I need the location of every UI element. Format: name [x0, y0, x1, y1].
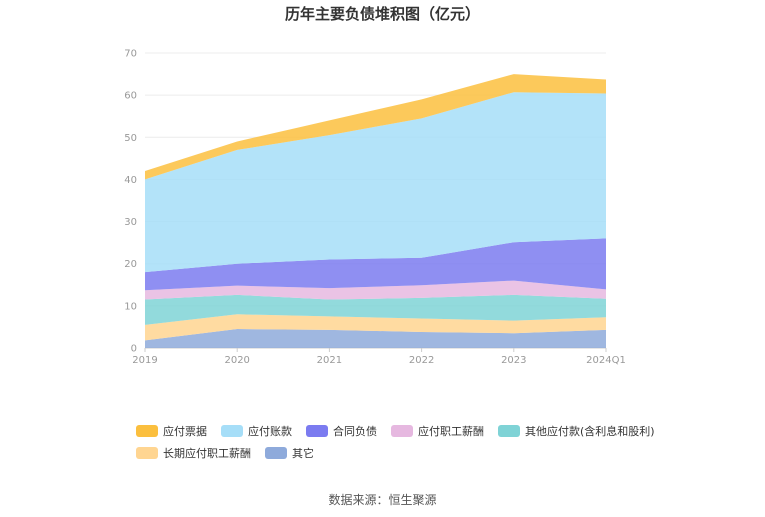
legend-swatch	[306, 425, 328, 437]
legend-label: 应付职工薪酬	[418, 425, 484, 438]
x-tick-label: 2023	[501, 355, 526, 366]
area-应付票据	[145, 74, 606, 180]
area-其他应付款(含利息和股利)	[145, 294, 606, 325]
legend-item[interactable]: 应付票据	[136, 424, 207, 438]
y-tick-label: 60	[124, 91, 137, 102]
y-tick-label: 40	[124, 175, 137, 186]
legend-label: 应付账款	[248, 425, 292, 438]
legend-swatch	[221, 425, 243, 437]
chart-title: 历年主要负债堆积图（亿元）	[284, 5, 480, 23]
x-tick-label: 2022	[409, 355, 434, 366]
legend-swatch	[136, 425, 158, 437]
legend-label: 应付票据	[163, 425, 207, 438]
legend: 应付票据 应付账款 合同负债 应付职工薪酬 其他应付款(含利息和股利) 长期应付职工薪酬 其…	[136, 424, 696, 468]
legend-item[interactable]: 应付账款	[221, 424, 292, 438]
y-tick-label: 70	[124, 49, 137, 60]
area-应付职工薪酬	[145, 280, 606, 300]
axes: 0 10 20 30 40 50 60 70 2019 2020 2021 2022 2023 2024Q…	[124, 49, 626, 367]
area-应付账款	[145, 92, 606, 273]
legend-label: 其他应付款(含利息和股利)	[525, 425, 655, 438]
legend-swatch	[498, 425, 520, 437]
stacked-area-chart: 0 10 20 30 40 50 60 70 2019 2020 2021 2022 2023 2024Q…	[124, 49, 626, 367]
legend-item[interactable]: 应付职工薪酬	[391, 424, 484, 438]
source-note: 数据来源：恒生聚源	[328, 493, 437, 507]
area-合同负债	[145, 238, 606, 291]
legend-item[interactable]: 合同负债	[306, 424, 377, 438]
x-tick-label: 2020	[224, 355, 249, 366]
area-series	[145, 74, 606, 348]
legend-swatch	[136, 447, 158, 459]
legend-label: 长期应付职工薪酬	[163, 447, 251, 460]
x-tick-label: 2024Q1	[586, 355, 626, 366]
legend-item[interactable]: 长期应付职工薪酬	[136, 446, 251, 460]
y-tick-label: 10	[124, 301, 137, 312]
area-长期应付职工薪酬	[145, 314, 606, 341]
legend-swatch	[391, 425, 413, 437]
legend-item[interactable]: 其他应付款(含利息和股利)	[498, 424, 655, 438]
legend-label: 合同负债	[333, 425, 377, 438]
y-tick-label: 50	[124, 133, 137, 144]
area-其它	[145, 329, 606, 348]
legend-swatch	[265, 447, 287, 459]
y-tick-label: 30	[124, 217, 137, 228]
y-tick-label: 0	[131, 344, 137, 355]
x-tick-label: 2021	[317, 355, 342, 366]
x-tick-label: 2019	[132, 355, 157, 366]
legend-item[interactable]: 其它	[265, 446, 314, 460]
y-tick-label: 20	[124, 259, 137, 270]
legend-label: 其它	[292, 447, 314, 460]
